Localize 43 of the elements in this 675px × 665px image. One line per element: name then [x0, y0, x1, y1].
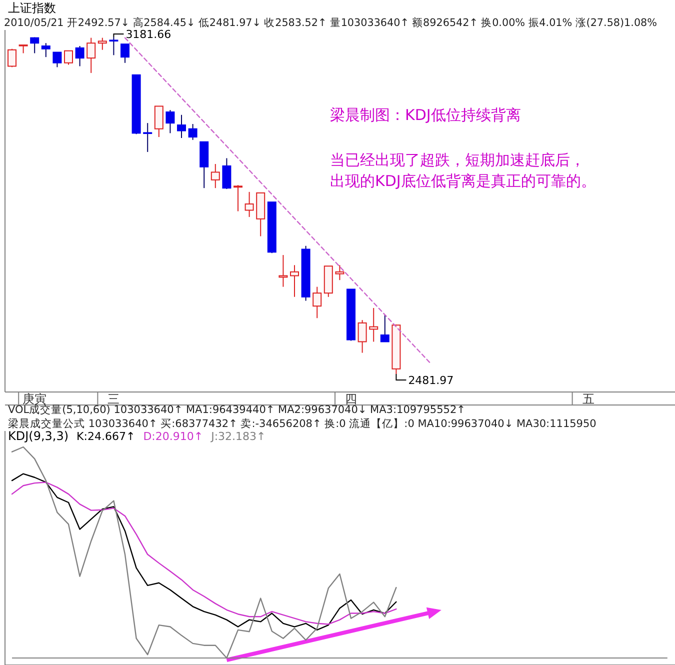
candlestick — [278, 254, 288, 288]
x-tick-label: 五 — [582, 392, 594, 406]
candlestick — [312, 286, 322, 319]
text: J:32.183↑ — [210, 430, 266, 443]
candlestick — [109, 36, 118, 56]
annotation: 当已经出现了超跌，短期加速赶底后， — [330, 151, 585, 169]
candlestick — [335, 264, 344, 281]
candlestick — [244, 191, 254, 218]
candlestick — [98, 37, 107, 50]
text: VOL成交量(5,10,60) 103033640↑ MA1:96439440↑ MA2:99637040↓ MA3:109795552↑ — [8, 403, 466, 416]
candlestick — [177, 114, 186, 138]
chart-subtitle: 2010/05/21 开2492.57↓ 高2584.45↓ 低2481.97↓ 收2583.52↑ 量103033640↑ 额8926542↑ 换0.00% 振4.01% 涨(27.58)1.08% — [4, 16, 666, 29]
candlestick — [210, 163, 220, 189]
x-tick-label: 庚寅 — [22, 392, 47, 406]
candlestick — [75, 45, 84, 67]
text: D:20.910↑ — [143, 430, 204, 443]
candlestick — [290, 264, 299, 298]
x-tick-label: 四 — [345, 392, 357, 406]
text: 梁晨成交量公式 103033640↑ 买:68377432↑ 卖:-34656208↑ 换:0 流通【亿】:0 MA10:99637040↓ MA30:1115950 — [8, 417, 596, 430]
candlestick — [188, 124, 198, 140]
candlestick — [154, 106, 164, 138]
candlestick — [30, 36, 40, 54]
x-tick-label: 三 — [108, 392, 120, 406]
candlestick — [234, 184, 242, 212]
candlestick — [369, 308, 378, 342]
candlestick — [222, 158, 232, 190]
annotation: 2481.97 — [408, 374, 454, 387]
candlestick — [41, 42, 50, 58]
candlestick — [166, 110, 175, 134]
annotation: 梁晨制图：KDJ低位持续背离 — [330, 106, 521, 124]
chart-title: 上证指数 — [8, 1, 56, 15]
candlestick — [120, 44, 130, 64]
candlestick — [358, 320, 367, 354]
candlestick — [52, 52, 62, 68]
annotation: 3181.66 — [126, 28, 172, 41]
text: K:24.667↑ — [76, 430, 136, 443]
candlestick — [86, 37, 96, 74]
candlestick — [380, 314, 390, 342]
candlestick — [64, 50, 73, 66]
annotation: 出现的KDJ底位低背离是真正的可靠的。 — [330, 172, 596, 190]
candlestick — [8, 48, 16, 68]
candlestick — [143, 122, 152, 152]
chart-title: KDJ(9,3,3) — [8, 429, 69, 443]
